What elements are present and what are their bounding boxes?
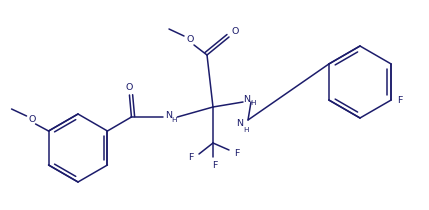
Text: N: N <box>236 119 244 129</box>
Text: O: O <box>126 84 133 92</box>
Text: N: N <box>165 112 172 121</box>
Text: O: O <box>186 35 193 45</box>
Text: O: O <box>29 116 36 125</box>
Text: H: H <box>172 117 177 123</box>
Text: F: F <box>234 150 240 159</box>
Text: F: F <box>212 160 218 169</box>
Text: H: H <box>250 100 256 106</box>
Text: F: F <box>398 96 403 105</box>
Text: H: H <box>243 127 249 133</box>
Text: O: O <box>231 28 239 37</box>
Text: N: N <box>244 94 251 104</box>
Text: F: F <box>188 154 193 163</box>
